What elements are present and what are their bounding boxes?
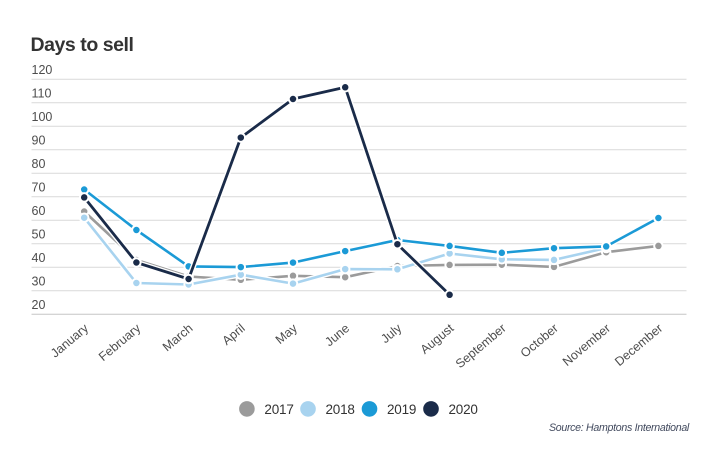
svg-text:80: 80 xyxy=(32,157,46,171)
svg-text:June: June xyxy=(322,321,352,349)
svg-text:2020: 2020 xyxy=(449,402,478,417)
svg-text:110: 110 xyxy=(32,87,52,101)
svg-text:May: May xyxy=(273,321,301,347)
svg-text:April: April xyxy=(220,321,248,348)
svg-text:2018: 2018 xyxy=(326,402,355,417)
svg-text:50: 50 xyxy=(32,228,46,242)
svg-text:20: 20 xyxy=(32,298,46,312)
svg-text:August: August xyxy=(418,321,457,357)
svg-text:January: January xyxy=(48,321,92,361)
svg-text:40: 40 xyxy=(32,251,46,265)
svg-text:November: November xyxy=(560,321,613,369)
svg-text:July: July xyxy=(378,321,405,346)
svg-text:60: 60 xyxy=(32,204,46,218)
svg-text:70: 70 xyxy=(32,181,46,195)
svg-text:March: March xyxy=(160,321,196,354)
svg-text:October: October xyxy=(518,321,561,360)
svg-text:2017: 2017 xyxy=(264,402,293,417)
svg-text:December: December xyxy=(612,321,665,369)
svg-text:30: 30 xyxy=(32,275,46,289)
svg-text:120: 120 xyxy=(32,63,53,77)
svg-text:2019: 2019 xyxy=(387,402,416,417)
svg-text:Source: Hamptons International: Source: Hamptons International xyxy=(549,422,690,434)
svg-text:90: 90 xyxy=(32,134,46,148)
svg-text:September: September xyxy=(453,321,509,371)
svg-text:100: 100 xyxy=(32,110,53,124)
svg-text:February: February xyxy=(96,321,144,364)
